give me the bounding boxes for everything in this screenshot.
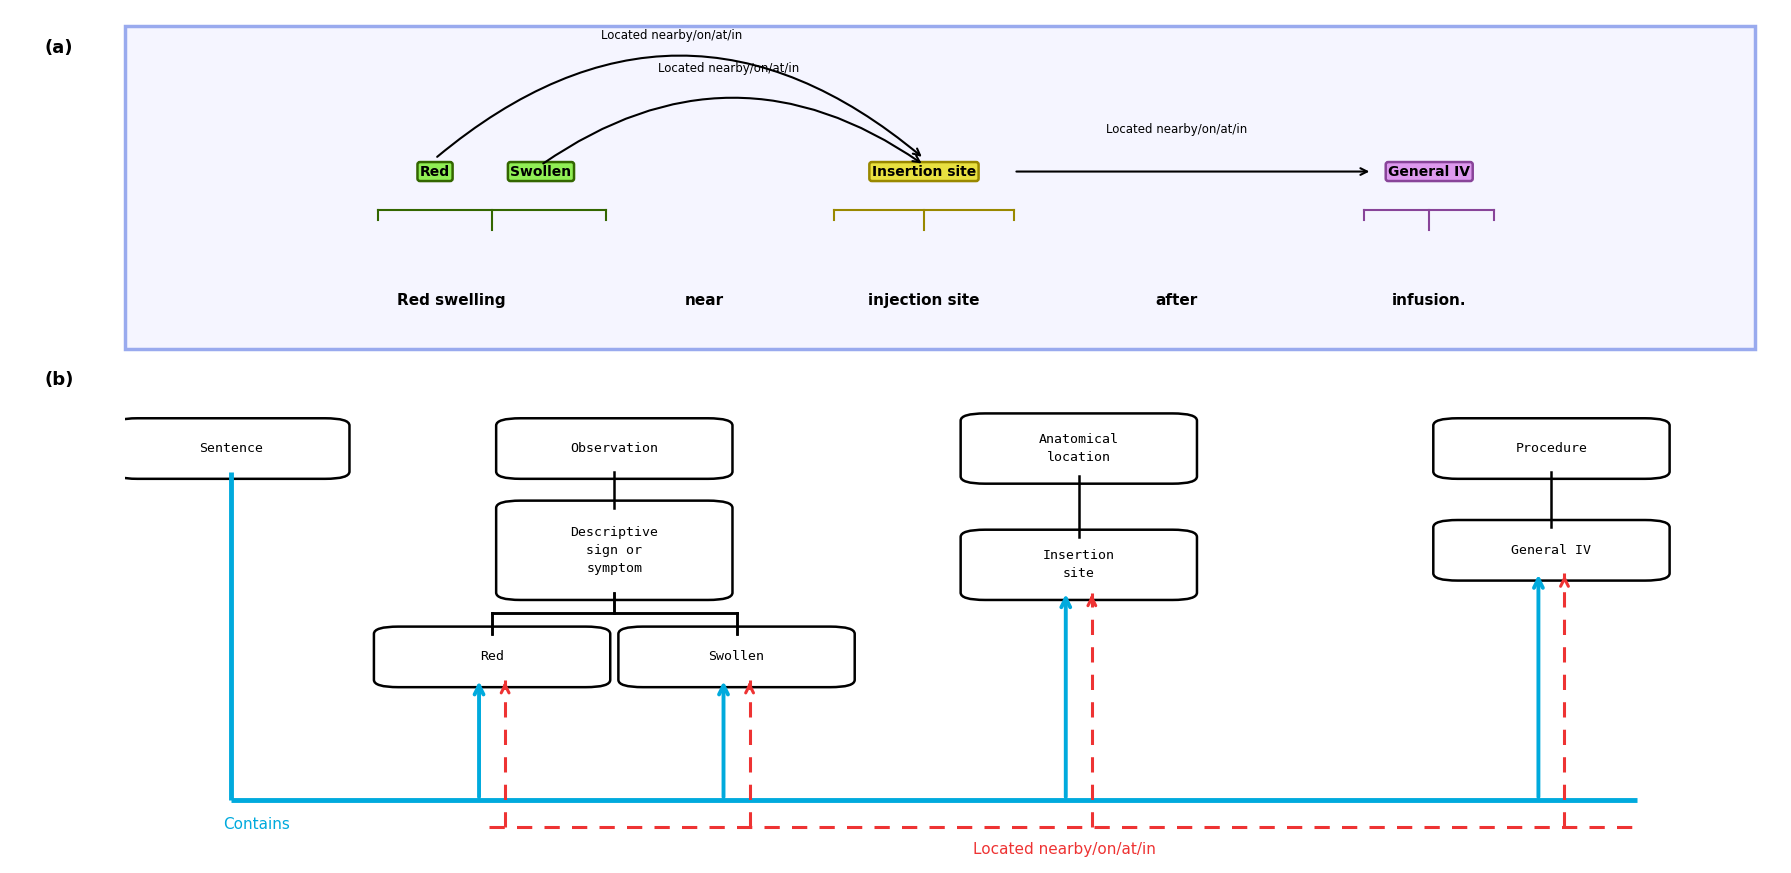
FancyBboxPatch shape [618,627,854,687]
Text: Red swelling: Red swelling [398,293,505,308]
FancyBboxPatch shape [510,506,731,601]
Text: Red: Red [480,650,503,663]
Text: Located nearby/on/at/in: Located nearby/on/at/in [1107,123,1247,136]
FancyBboxPatch shape [496,418,733,478]
Text: Located nearby/on/at/in: Located nearby/on/at/in [973,842,1155,857]
FancyBboxPatch shape [960,414,1196,484]
FancyBboxPatch shape [960,530,1196,600]
FancyBboxPatch shape [113,418,349,478]
Text: Procedure: Procedure [1515,442,1587,455]
Text: Insertion site: Insertion site [872,164,976,179]
FancyBboxPatch shape [1447,423,1667,479]
FancyBboxPatch shape [125,26,1755,349]
Text: Insertion
site: Insertion site [1042,549,1114,581]
FancyBboxPatch shape [976,535,1195,601]
Text: Red: Red [419,164,450,179]
Text: after: after [1155,293,1198,308]
Text: Descriptive
sign or
symptom: Descriptive sign or symptom [570,526,659,574]
Text: Swollen: Swollen [709,650,765,663]
Text: Swollen: Swollen [510,164,571,179]
Text: (b): (b) [45,371,73,389]
FancyBboxPatch shape [496,500,733,600]
Text: near: near [684,293,724,308]
FancyBboxPatch shape [510,423,731,479]
Text: Contains: Contains [224,817,290,832]
Text: Anatomical
location: Anatomical location [1039,433,1119,464]
FancyBboxPatch shape [976,419,1195,485]
Text: (a): (a) [45,39,73,58]
Text: General IV: General IV [1512,544,1592,557]
Text: Sentence: Sentence [199,442,263,455]
Text: Observation: Observation [570,442,659,455]
FancyBboxPatch shape [127,423,347,479]
FancyBboxPatch shape [1433,418,1669,478]
Text: General IV: General IV [1388,164,1470,179]
FancyBboxPatch shape [389,632,609,688]
FancyBboxPatch shape [1447,526,1667,581]
FancyBboxPatch shape [1433,520,1669,581]
Text: infusion.: infusion. [1392,293,1467,308]
Text: Located nearby/on/at/in: Located nearby/on/at/in [657,62,799,75]
Text: Located nearby/on/at/in: Located nearby/on/at/in [600,30,741,43]
FancyBboxPatch shape [374,627,611,687]
FancyBboxPatch shape [632,632,853,688]
Text: injection site: injection site [869,293,980,308]
